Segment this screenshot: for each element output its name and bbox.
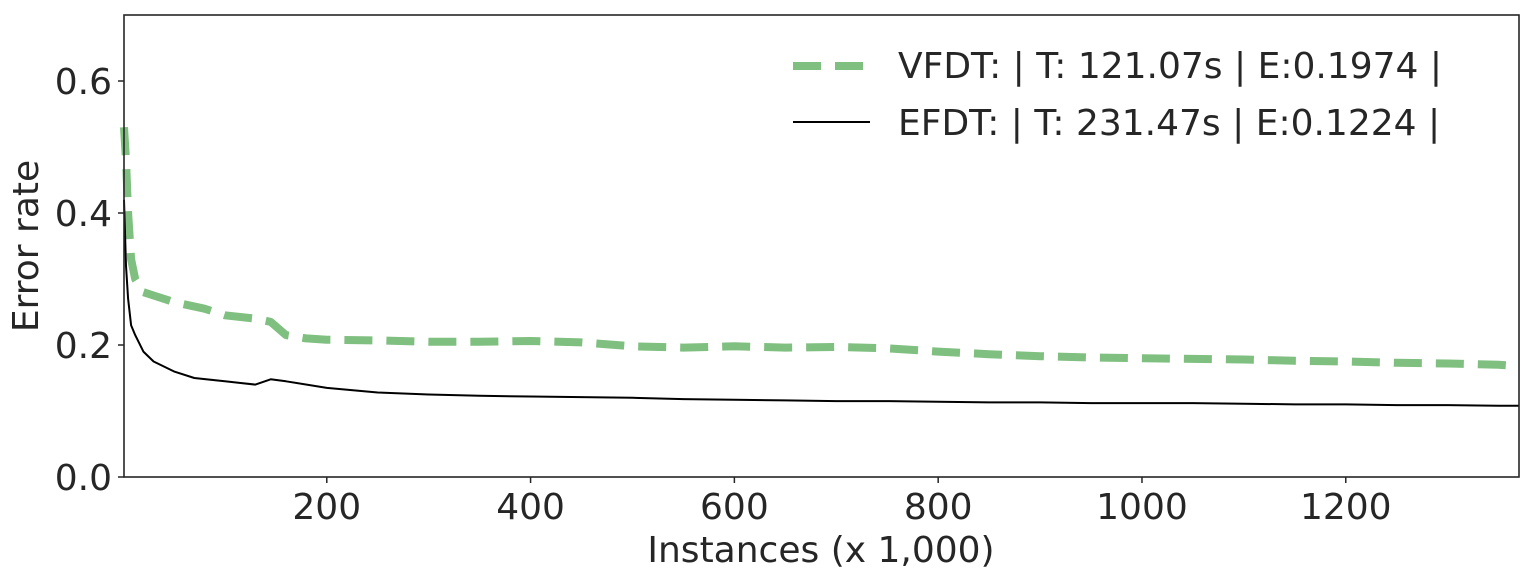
legend: VFDT: | T: 121.07s | E:0.1974 | EFDT: | … xyxy=(793,46,1442,144)
x-axis: 200 400 600 800 1000 1200 xyxy=(292,477,1392,528)
legend-label-vfdt: VFDT: | T: 121.07s | E:0.1974 | xyxy=(898,46,1442,87)
plot-frame xyxy=(123,14,1520,478)
x-tick-label: 600 xyxy=(700,487,769,528)
y-tick-label: 0.4 xyxy=(55,194,112,235)
x-tick-label: 400 xyxy=(496,487,565,528)
x-tick-label: 800 xyxy=(904,487,973,528)
x-tick-label: 1200 xyxy=(1300,487,1392,528)
x-tick-label: 200 xyxy=(292,487,361,528)
legend-label-efdt: EFDT: | T: 231.47s | E:0.1224 | xyxy=(898,103,1440,144)
y-tick-label: 0.2 xyxy=(55,326,112,367)
x-tick-label: 1000 xyxy=(1096,487,1188,528)
series-line-vfdt xyxy=(120,126,1520,371)
series-layer xyxy=(120,126,1520,407)
y-tick-label: 0.6 xyxy=(55,62,112,103)
series-line-efdt xyxy=(123,199,1519,407)
y-axis-label: Error rate xyxy=(6,160,47,332)
y-tick-label: 0.0 xyxy=(55,458,112,499)
x-axis-label: Instances (x 1,000) xyxy=(647,530,994,571)
y-axis: 0.0 0.2 0.4 0.6 xyxy=(55,62,124,499)
